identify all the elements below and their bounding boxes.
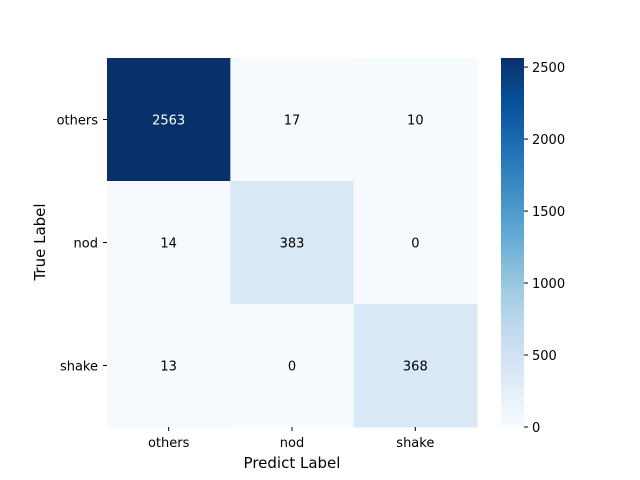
colorbar-tick-label: 500 bbox=[532, 349, 557, 364]
cell-value-label: 368 bbox=[403, 360, 428, 375]
colorbar-tick-label: 0 bbox=[532, 421, 540, 436]
cell-value-label: 0 bbox=[288, 360, 296, 375]
colorbar-tick-label: 2000 bbox=[532, 133, 565, 148]
x-tick-label: others bbox=[148, 436, 190, 451]
x-tick-label: nod bbox=[280, 436, 304, 451]
heatmap-cell bbox=[107, 304, 231, 428]
x-tick-label: shake bbox=[396, 436, 434, 451]
cell-value-label: 14 bbox=[160, 237, 177, 252]
heatmap-cell bbox=[107, 181, 231, 305]
cell-value-label: 17 bbox=[284, 114, 301, 129]
x-axis-label: Predict Label bbox=[244, 454, 341, 472]
heatmap-cell bbox=[353, 304, 478, 428]
y-axis-ticks: others nod shake bbox=[57, 114, 107, 375]
y-tick-label: nod bbox=[74, 237, 98, 252]
y-axis-label: True Label bbox=[31, 203, 49, 281]
heatmap-cell-labels: 2563 17 10 14 383 0 13 0 368 bbox=[152, 114, 428, 375]
colorbar-ticks: 0 500 1000 1500 2000 2500 bbox=[524, 61, 565, 436]
colorbar-tick-label: 2500 bbox=[532, 61, 565, 76]
heatmap-cell bbox=[353, 58, 478, 182]
cell-value-label: 10 bbox=[407, 114, 424, 129]
colorbar-tick-label: 1500 bbox=[532, 205, 565, 220]
heatmap-cell bbox=[230, 304, 355, 428]
heatmap-cell bbox=[230, 58, 355, 182]
colorbar bbox=[501, 58, 524, 427]
heatmap-cell bbox=[230, 181, 355, 305]
x-axis-ticks: others nod shake bbox=[148, 427, 434, 451]
cell-value-label: 2563 bbox=[152, 114, 185, 129]
cell-value-label: 0 bbox=[411, 237, 419, 252]
heatmap-cell bbox=[353, 181, 478, 305]
y-tick-label: shake bbox=[60, 360, 98, 375]
heatmap-cell bbox=[107, 58, 231, 182]
colorbar-tick-label: 1000 bbox=[532, 277, 565, 292]
cell-value-label: 383 bbox=[280, 237, 305, 252]
y-tick-label: others bbox=[57, 114, 99, 129]
cell-value-label: 13 bbox=[160, 360, 177, 375]
heatmap-cells bbox=[107, 58, 478, 428]
